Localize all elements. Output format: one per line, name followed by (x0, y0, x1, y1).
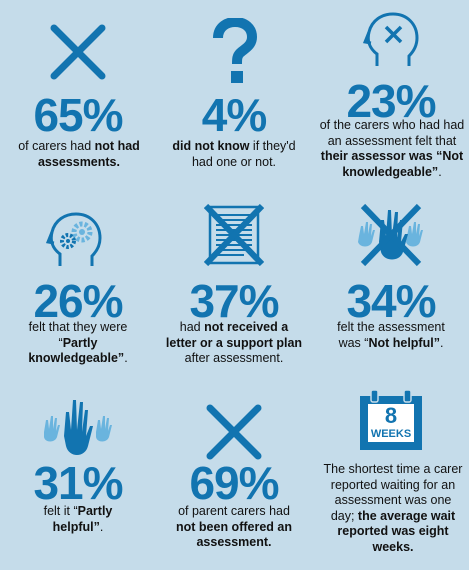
crossed-hands-icon (353, 202, 429, 268)
stat-percent: 37% (189, 275, 279, 327)
x-mark-icon (204, 402, 264, 462)
calendar-number: 8 (384, 403, 398, 428)
stat-card-not-helpful: 34% felt the assessment was “Not helpful… (313, 190, 469, 380)
crossed-document-icon (204, 204, 264, 266)
stat-card-no-support-plan: 37% had not received a letter or a suppo… (156, 190, 312, 380)
stat-description: felt that they were “Partly knowledgeabl… (28, 320, 128, 365)
stat-description: of parent carers had not been offered an… (176, 504, 292, 549)
stat-description: The shortest time a carer reported waiti… (323, 462, 463, 554)
calendar-label: WEEKS (370, 428, 412, 440)
question-mark-icon (206, 18, 262, 86)
stat-percent: 31% (33, 457, 123, 509)
stat-card-not-offered: 69% of parent carers had not been offere… (156, 380, 312, 570)
x-mark-icon (48, 22, 108, 82)
stat-description: of carers had not had assessments. (18, 139, 140, 169)
stat-card-not-assessed: 65% of carers had not had assessments. (0, 0, 156, 190)
head-gears-icon (46, 208, 106, 270)
stat-description: did not know if they'd had one or not. (172, 139, 296, 169)
stat-percent: 65% (33, 89, 123, 141)
stat-percent: 34% (346, 275, 436, 327)
stat-percent: 4% (201, 89, 267, 141)
stat-card-partly-knowledgeable: 26% felt that they were “Partly knowledg… (0, 190, 156, 380)
stat-description: felt it “Partly helpful”. (43, 504, 113, 534)
stat-card-wait-time: 8 WEEKS The shortest time a carer report… (313, 380, 469, 570)
raised-hands-icon (40, 392, 116, 460)
stat-description: of the carers who had had an assessment … (319, 118, 465, 179)
head-x-icon (363, 10, 421, 70)
stat-percent: 26% (33, 275, 123, 327)
stat-card-partly-helpful: 31% felt it “Partly helpful”. (0, 380, 156, 570)
stat-description: had not received a letter or a support p… (165, 320, 303, 365)
stat-percent: 23% (346, 75, 436, 127)
stat-card-not-knowledgeable: 23% of the carers who had had an assessm… (313, 0, 469, 190)
stat-description: felt the assessment was “Not helpful”. (337, 320, 445, 350)
stat-card-did-not-know: 4% did not know if they'd had one or not… (156, 0, 312, 190)
stat-percent: 69% (189, 457, 279, 509)
calendar-icon (358, 388, 424, 452)
